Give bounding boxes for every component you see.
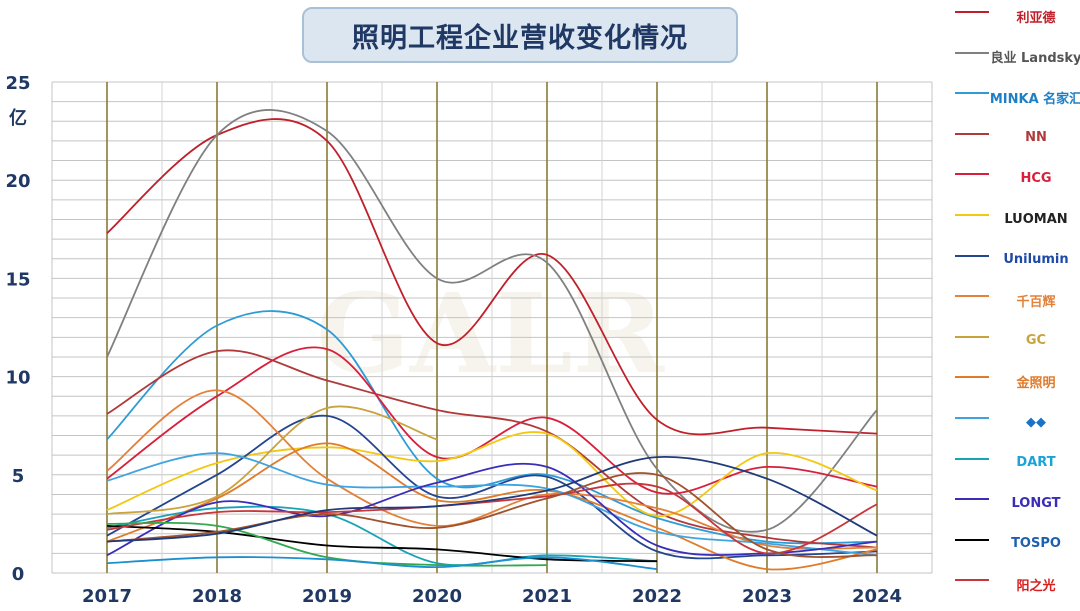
series-line-4 bbox=[106, 346, 878, 495]
legend-line bbox=[955, 498, 989, 501]
legend-logo: MINKA 名家汇 bbox=[989, 81, 1080, 113]
legend-logo: DART bbox=[993, 447, 1079, 479]
y-tick-label: 20 bbox=[5, 171, 30, 192]
series-line-9 bbox=[106, 442, 878, 571]
series-line-18 bbox=[106, 455, 878, 543]
legend-item: LUOMAN bbox=[955, 203, 1080, 243]
series-line-8 bbox=[106, 405, 438, 515]
legend-logo-text: ◆◆ bbox=[1026, 414, 1046, 430]
legend-logo-text: DART bbox=[1016, 455, 1056, 471]
chart-title: 照明工程企业营收变化情况 bbox=[302, 7, 738, 63]
legend-line bbox=[955, 173, 989, 176]
legend-logo-text: MINKA 名家汇 bbox=[989, 91, 1080, 107]
legend-logo: 阳之光 bbox=[993, 568, 1079, 600]
legend-logo: GC bbox=[993, 325, 1079, 357]
series-line-7 bbox=[106, 389, 878, 550]
series-line-15 bbox=[106, 521, 548, 567]
series-line-14 bbox=[106, 482, 878, 555]
series-line-0 bbox=[106, 118, 878, 436]
legend-item: ◆◆ bbox=[955, 406, 1080, 446]
legend-logo-text: LONGT bbox=[1011, 495, 1061, 511]
x-tick-label: 2020 bbox=[412, 586, 462, 607]
legend-logo-text: TOSPO bbox=[1011, 536, 1061, 552]
legend-item: HCG bbox=[955, 162, 1080, 202]
y-tick-label: 10 bbox=[5, 368, 30, 389]
legend-logo: LONGT bbox=[993, 487, 1079, 519]
legend-line bbox=[955, 51, 989, 54]
legend-item: GC bbox=[955, 325, 1080, 365]
y-tick-label: 15 bbox=[5, 269, 30, 290]
x-tick-label: 2023 bbox=[742, 586, 792, 607]
y-axis-unit: 亿 bbox=[9, 107, 27, 129]
legend-item: Unilumin bbox=[955, 244, 1080, 284]
legend-item: 金照明 bbox=[955, 365, 1080, 405]
legend-item: DART bbox=[955, 447, 1080, 487]
legend-item: 千百辉 bbox=[955, 284, 1080, 324]
legend-logo-text: 阳之光 bbox=[1016, 578, 1056, 594]
legend-item: 阳之光 bbox=[955, 568, 1080, 608]
legend-line bbox=[955, 132, 989, 135]
legend-item: MINKA 名家汇 bbox=[955, 81, 1080, 121]
legend-logo: LUOMAN bbox=[993, 203, 1079, 235]
legend-logo-text: 良业 Landsky bbox=[990, 51, 1080, 67]
legend-logo-text: LUOMAN bbox=[1004, 211, 1068, 227]
watermark: GALR bbox=[316, 269, 666, 398]
x-tick-label: 2021 bbox=[522, 586, 572, 607]
legend-logo-text: HCG bbox=[1020, 170, 1052, 186]
legend-line bbox=[955, 538, 989, 541]
legend: 利亚德良业 Landsky MINKA 名家汇 NN HCG LUOMAN Unilumi… bbox=[955, 0, 1080, 611]
series-line-12 bbox=[106, 462, 878, 557]
legend-logo-text: 千百辉 bbox=[1016, 294, 1056, 310]
legend-item: 利亚德 bbox=[955, 0, 1080, 40]
legend-line bbox=[955, 417, 989, 419]
legend-line bbox=[955, 376, 989, 379]
y-tick-label: 5 bbox=[12, 466, 25, 487]
series-line-16 bbox=[106, 556, 658, 570]
legend-logo-text: GC bbox=[1025, 333, 1047, 349]
legend-logo-text: Unilumin bbox=[1003, 252, 1069, 268]
legend-line bbox=[955, 579, 989, 582]
x-tick-label: 2019 bbox=[302, 586, 352, 607]
series-line-17 bbox=[106, 472, 878, 558]
series-line-2 bbox=[106, 310, 878, 545]
legend-line bbox=[955, 295, 989, 298]
legend-line bbox=[955, 457, 989, 460]
legend-logo: 利亚德 bbox=[993, 0, 1079, 32]
legend-item: TOSPO bbox=[955, 528, 1080, 568]
series-line-10 bbox=[106, 452, 878, 557]
legend-item: 良业 Landsky bbox=[955, 41, 1080, 81]
legend-logo: ◆◆ bbox=[993, 406, 1079, 438]
x-tick-label: 2022 bbox=[632, 586, 682, 607]
y-tick-label: 25 bbox=[5, 73, 30, 94]
legend-logo: 金照明 bbox=[993, 365, 1079, 397]
x-tick-label: 2017 bbox=[82, 586, 132, 607]
series-line-11 bbox=[106, 505, 658, 566]
series-line-3 bbox=[106, 349, 878, 549]
legend-line bbox=[955, 11, 989, 13]
legend-logo: NN bbox=[993, 122, 1079, 154]
legend-logo: HCG bbox=[993, 162, 1079, 194]
legend-item: NN bbox=[955, 122, 1080, 162]
series-line-1 bbox=[106, 109, 878, 533]
x-tick-label: 2024 bbox=[852, 586, 902, 607]
series-line-6 bbox=[106, 414, 878, 560]
y-tick-label: 0 bbox=[12, 564, 25, 585]
legend-logo-text: 利亚德 bbox=[1016, 10, 1056, 26]
legend-logo: 千百辉 bbox=[993, 284, 1079, 316]
x-tick-label: 2018 bbox=[192, 586, 242, 607]
legend-logo: TOSPO bbox=[993, 528, 1079, 560]
legend-logo-text: NN bbox=[1025, 130, 1047, 146]
series-line-5 bbox=[106, 431, 878, 517]
legend-line bbox=[955, 92, 989, 95]
legend-logo: Unilumin bbox=[993, 244, 1079, 276]
legend-line bbox=[955, 214, 989, 216]
legend-logo: 良业 Landsky bbox=[990, 41, 1080, 73]
legend-line bbox=[955, 254, 989, 257]
series-line-13 bbox=[106, 524, 658, 563]
legend-item: LONGT bbox=[955, 487, 1080, 527]
legend-logo-text: 金照明 bbox=[1016, 375, 1056, 391]
legend-line bbox=[955, 335, 989, 338]
